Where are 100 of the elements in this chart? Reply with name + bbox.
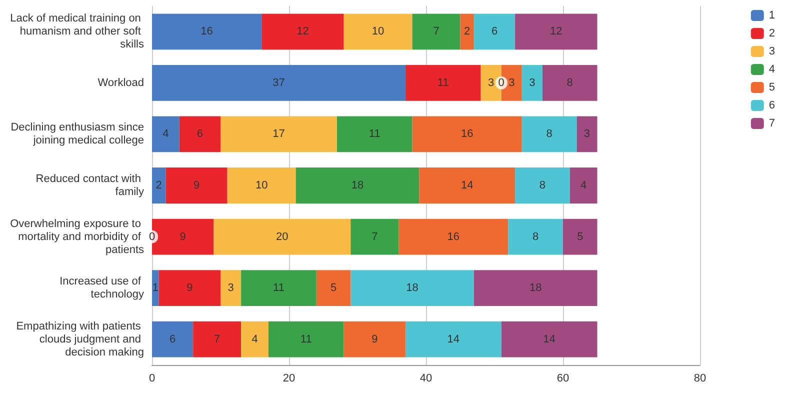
y-tick-label: Workload	[98, 76, 144, 89]
bar	[576, 116, 598, 152]
bar	[508, 218, 563, 255]
x-tick-label: 20	[282, 372, 296, 384]
data-label: 2	[156, 180, 162, 192]
data-label: 10	[255, 180, 268, 192]
data-label: 11	[437, 76, 449, 89]
data-label: 6	[491, 26, 498, 38]
x-tick-label: 0	[148, 372, 156, 384]
data-label: 8	[532, 230, 539, 243]
annotation: 0	[148, 230, 156, 243]
data-label: 11	[368, 128, 380, 140]
data-label: 8	[539, 180, 546, 192]
data-label: 11	[300, 333, 312, 346]
bar	[474, 14, 516, 50]
bar	[515, 168, 570, 204]
legend-label: 4	[768, 64, 776, 76]
bar	[542, 64, 598, 101]
bar	[227, 168, 296, 204]
data-label: 9	[186, 282, 193, 294]
bar	[398, 218, 508, 255]
data-label: 4	[162, 128, 169, 140]
data-label: 3	[529, 76, 536, 89]
data-label: 3	[508, 76, 515, 89]
annotation: 0	[498, 76, 504, 89]
bar	[152, 321, 194, 358]
data-label: 7	[372, 230, 378, 243]
data-label: 18	[351, 180, 364, 192]
data-label: 11	[273, 282, 284, 294]
data-label: 16	[447, 230, 460, 243]
bar	[241, 270, 316, 306]
data-label: 4	[580, 180, 587, 192]
data-label: 10	[372, 26, 384, 38]
data-label: 14	[460, 180, 474, 192]
data-label: 8	[546, 128, 552, 140]
y-tick-label: Empathizing with patients clouds judgment and decision making	[16, 320, 144, 358]
y-tick-label: Declining enthusiasm since joining medical college	[10, 122, 144, 147]
data-label: 3	[228, 282, 234, 294]
data-label: 12	[550, 26, 562, 38]
bar	[474, 270, 598, 306]
data-label: 18	[406, 282, 418, 294]
data-label: 3	[488, 76, 494, 89]
bar	[350, 218, 399, 255]
y-tick-label: Lack of medical training on humanism and other soft skills	[10, 12, 144, 51]
bar	[262, 14, 344, 50]
bar	[152, 168, 166, 204]
bar	[220, 116, 337, 152]
bar	[405, 321, 502, 358]
bar	[460, 14, 474, 50]
data-label: 37	[272, 76, 285, 89]
bar	[412, 116, 522, 152]
bar	[412, 14, 460, 50]
bar	[241, 321, 268, 358]
bar	[214, 218, 351, 255]
x-tick-label: 60	[556, 372, 570, 384]
bar	[515, 14, 598, 50]
legend-label: 3	[768, 46, 776, 58]
bar	[501, 321, 598, 358]
data-label: 5	[577, 230, 584, 243]
legend-label: 7	[768, 118, 776, 130]
bar	[296, 168, 420, 204]
bar	[336, 116, 412, 152]
bar	[570, 168, 598, 204]
data-label: 2	[464, 26, 470, 38]
data-label: 6	[196, 128, 204, 140]
bar	[350, 270, 474, 306]
data-label: 16	[200, 26, 213, 38]
data-label: 16	[460, 128, 474, 140]
data-label: 14	[447, 333, 460, 346]
data-label: 9	[193, 180, 200, 192]
bar	[152, 270, 159, 306]
bar	[405, 64, 481, 101]
legend-label: 5	[768, 82, 776, 94]
y-tick-label: Reduced contact with family	[36, 173, 144, 198]
bar	[179, 116, 220, 152]
data-label: 5	[330, 282, 337, 294]
data-label: 8	[566, 76, 573, 89]
data-label: 7	[433, 26, 440, 38]
legend-label: 6	[768, 100, 776, 112]
x-tick-label: 80	[694, 372, 706, 384]
data-label: 20	[276, 230, 288, 243]
bar	[522, 64, 542, 101]
data-label: 3	[584, 128, 590, 140]
bar	[158, 270, 220, 306]
bar	[152, 64, 406, 101]
bar	[166, 168, 228, 204]
data-label: 18	[529, 282, 542, 294]
data-label: 9	[180, 230, 186, 243]
data-label: 4	[252, 333, 258, 346]
legend-label: 2	[768, 28, 776, 40]
bar	[152, 116, 180, 152]
bar	[152, 14, 262, 50]
bar	[419, 168, 516, 204]
bar	[344, 14, 412, 50]
bar	[220, 270, 242, 306]
bar	[563, 218, 598, 255]
data-label: 6	[169, 333, 176, 346]
y-tick-label: Overwhelming exposure to mortality and morbidity of patients	[10, 218, 144, 256]
data-label: 12	[296, 26, 309, 38]
data-label: 1	[152, 282, 158, 294]
